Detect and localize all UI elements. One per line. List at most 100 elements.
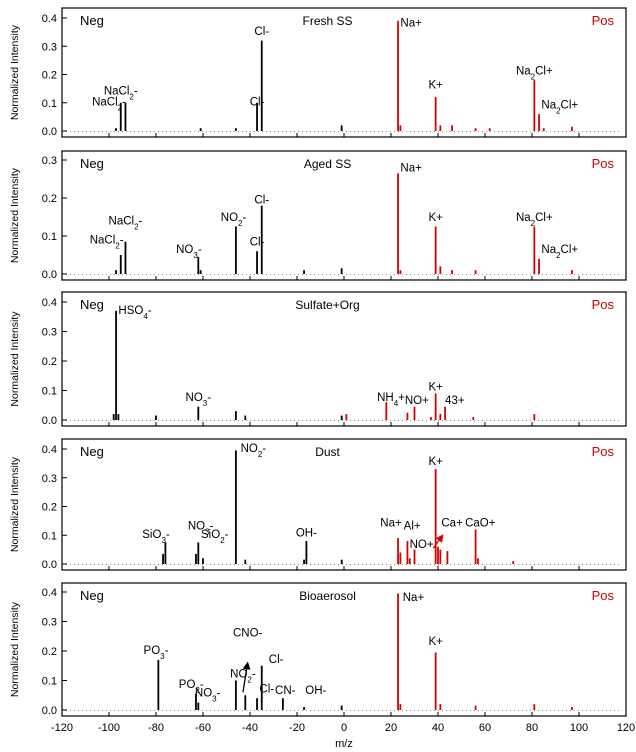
peak-label: PO2- — [179, 679, 204, 695]
peak-label: NO3- — [186, 392, 212, 408]
peak-label: NO2- — [241, 443, 267, 459]
x-tick-label: 40 — [432, 722, 444, 734]
y-tick-label: 0.4 — [42, 297, 57, 309]
panel-frame — [61, 438, 627, 571]
neg-label: Neg — [80, 13, 104, 28]
peak-label: 43+ — [445, 395, 465, 407]
peak-label: K+ — [428, 80, 443, 92]
peak-label: NO+ — [410, 539, 434, 551]
neg-label: Neg — [80, 156, 104, 171]
peak-label: CN- — [275, 685, 296, 697]
x-tick-label: 120 — [617, 722, 635, 734]
peak-label: NaCl2- — [92, 97, 126, 113]
peak-label: SiO2- — [201, 529, 229, 545]
y-tick-label: 0.4 — [42, 587, 57, 599]
pos-label: Pos — [592, 588, 615, 603]
peak-label: SiO3- — [142, 529, 170, 545]
peak-label: CaO+ — [465, 518, 496, 530]
peak-label: K+ — [428, 212, 443, 224]
x-tick-label: 0 — [341, 722, 347, 734]
x-tick-label: 100 — [570, 722, 588, 734]
y-tick-label: 0.4 — [42, 13, 57, 25]
peak-label: Cl- — [254, 26, 269, 38]
spectrum-panel: 0.0 0.1 0.2 0.3 0.4 Normalized Intensity Neg Po… — [9, 7, 627, 138]
x-tick-label: -80 — [148, 722, 164, 734]
peak-label: NO3- — [195, 688, 221, 704]
peak-label: Cl- — [269, 654, 284, 666]
x-tick-label: -40 — [242, 722, 258, 734]
peak-label: K+ — [428, 636, 443, 648]
x-tick-label: -120 — [51, 722, 73, 734]
x-tick-label: 80 — [526, 722, 538, 734]
peak-label: Na2Cl+ — [541, 244, 578, 260]
pos-label: Pos — [592, 13, 615, 28]
spectrum-panel: 0.0 0.1 0.2 0.3 0.4 Normalized Intensity Neg Po… — [9, 438, 627, 571]
peak-label: NO+ — [405, 395, 429, 407]
peak-label: Na2Cl+ — [516, 212, 553, 228]
y-tick-label: 0.1 — [42, 98, 57, 110]
peak-label: Ca+ — [441, 518, 463, 530]
y-tick-label: 0.3 — [42, 41, 57, 53]
pos-label: Pos — [592, 444, 615, 459]
spectrum-panel: 0.0 0.1 0.2 0.3 0.4 Normalized Intensity Neg Po… — [9, 582, 627, 717]
y-tick-label: 0.1 — [42, 676, 57, 688]
y-axis-label: Normalized Intensity — [9, 601, 21, 697]
peak-label: NaCl2- — [90, 235, 124, 251]
peak-label: CNO- — [233, 627, 263, 639]
y-tick-label: 0.2 — [42, 193, 57, 205]
neg-label: Neg — [80, 297, 104, 312]
peak-label: PO3- — [144, 645, 169, 661]
y-tick-label: 0.1 — [42, 386, 57, 398]
y-tick-label: 0.3 — [42, 473, 57, 485]
peak-label: Na2Cl+ — [541, 99, 578, 115]
peak-label: NO3- — [188, 521, 214, 537]
y-axis-label: Normalized Intensity — [9, 456, 21, 552]
y-tick-label: 0.0 — [42, 269, 57, 281]
y-tick-label: 0.1 — [42, 231, 57, 243]
annotation-arrow — [242, 661, 251, 693]
peak-label: NH4+ — [377, 392, 405, 408]
peak-label: NaCl2- — [109, 216, 143, 232]
y-tick-label: 0.1 — [42, 530, 57, 542]
pos-label: Pos — [592, 297, 615, 312]
neg-label: Neg — [80, 444, 104, 459]
panel-title: Sulfate+Org — [295, 298, 359, 312]
peak-label: NO2- — [221, 212, 247, 228]
y-tick-label: 0.3 — [42, 617, 57, 629]
y-tick-label: 0.2 — [42, 646, 57, 658]
neg-label: Neg — [80, 588, 104, 603]
peak-label: Cl- — [259, 683, 274, 695]
peak-label: Na2Cl+ — [516, 66, 553, 82]
peak-label: OH- — [296, 528, 317, 540]
peak-label: Cl- — [250, 237, 265, 249]
peak-label: NO3- — [176, 244, 202, 260]
pos-label: Pos — [592, 156, 615, 171]
y-axis-label: Normalized Intensity — [9, 311, 21, 407]
peak-label: Na+ — [400, 17, 422, 29]
peak-label: K+ — [428, 456, 443, 468]
spectrum-panel: 0.0 0.1 0.2 0.3 0.4 Normalized Intensity Neg Po… — [9, 291, 627, 427]
peak-label: NaCl2- — [104, 85, 138, 101]
y-tick-label: 0.4 — [42, 444, 57, 456]
peak-label: Cl- — [254, 195, 269, 207]
y-tick-label: 0.3 — [42, 155, 57, 167]
peak-label: Na+ — [400, 162, 422, 174]
peak-label: K+ — [428, 382, 443, 394]
panel-title: Aged SS — [304, 157, 351, 171]
peak-label: Na+ — [403, 592, 425, 604]
peak-label: Na+ — [380, 518, 402, 530]
y-tick-label: 0.0 — [42, 559, 57, 571]
peak-label: NO2- — [230, 669, 256, 685]
annotation-arrow — [432, 534, 444, 549]
y-tick-label: 0.2 — [42, 70, 57, 82]
panel-title: Fresh SS — [303, 14, 353, 28]
peak-label: HSO4- — [118, 305, 151, 321]
peak-label: Al+ — [404, 521, 421, 533]
x-tick-label: -60 — [195, 722, 211, 734]
x-tick-label: -20 — [289, 722, 305, 734]
x-tick-label: -100 — [98, 722, 120, 734]
y-tick-label: 0.2 — [42, 502, 57, 514]
y-tick-label: 0.0 — [42, 415, 57, 427]
peak-label: OH- — [305, 685, 326, 697]
